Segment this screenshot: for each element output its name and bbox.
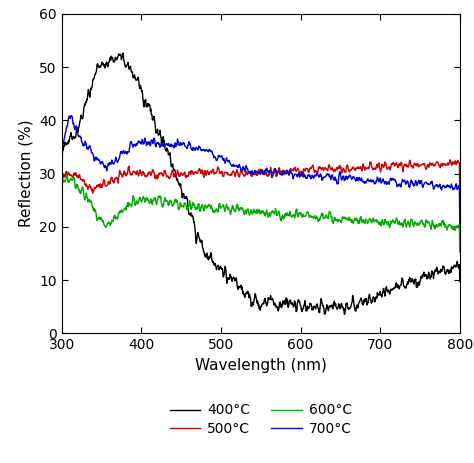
700°C xyxy=(384,181,390,187)
400°C xyxy=(83,99,89,105)
500°C xyxy=(383,164,389,170)
700°C xyxy=(457,221,463,227)
400°C xyxy=(438,268,444,273)
400°C xyxy=(370,299,375,305)
Legend: 400°C, 500°C, 600°C, 700°C: 400°C, 500°C, 600°C, 700°C xyxy=(164,398,357,441)
500°C xyxy=(140,169,146,175)
400°C xyxy=(457,279,463,284)
400°C xyxy=(341,312,347,317)
700°C xyxy=(411,182,417,188)
500°C xyxy=(411,163,417,168)
400°C xyxy=(411,279,417,284)
Line: 400°C: 400°C xyxy=(62,53,460,314)
X-axis label: Wavelength (nm): Wavelength (nm) xyxy=(195,358,327,373)
700°C xyxy=(69,113,74,119)
600°C xyxy=(369,217,375,223)
400°C xyxy=(59,236,64,241)
Line: 600°C: 600°C xyxy=(62,175,460,253)
600°C xyxy=(411,222,417,227)
500°C xyxy=(447,157,453,163)
500°C xyxy=(59,251,64,257)
700°C xyxy=(83,142,89,147)
500°C xyxy=(457,202,463,208)
600°C xyxy=(83,190,89,196)
700°C xyxy=(140,138,146,144)
600°C xyxy=(64,172,70,177)
600°C xyxy=(384,221,390,227)
400°C xyxy=(384,288,390,294)
700°C xyxy=(438,185,444,191)
500°C xyxy=(83,183,89,189)
500°C xyxy=(438,165,443,170)
700°C xyxy=(59,237,64,242)
600°C xyxy=(457,250,463,255)
600°C xyxy=(438,221,444,226)
Y-axis label: Reflection (%): Reflection (%) xyxy=(18,120,34,227)
600°C xyxy=(140,195,146,201)
500°C xyxy=(369,164,374,170)
700°C xyxy=(369,178,375,183)
400°C xyxy=(140,95,146,101)
Line: 500°C: 500°C xyxy=(62,160,460,254)
Line: 700°C: 700°C xyxy=(62,116,460,239)
400°C xyxy=(120,50,126,56)
600°C xyxy=(59,250,64,256)
